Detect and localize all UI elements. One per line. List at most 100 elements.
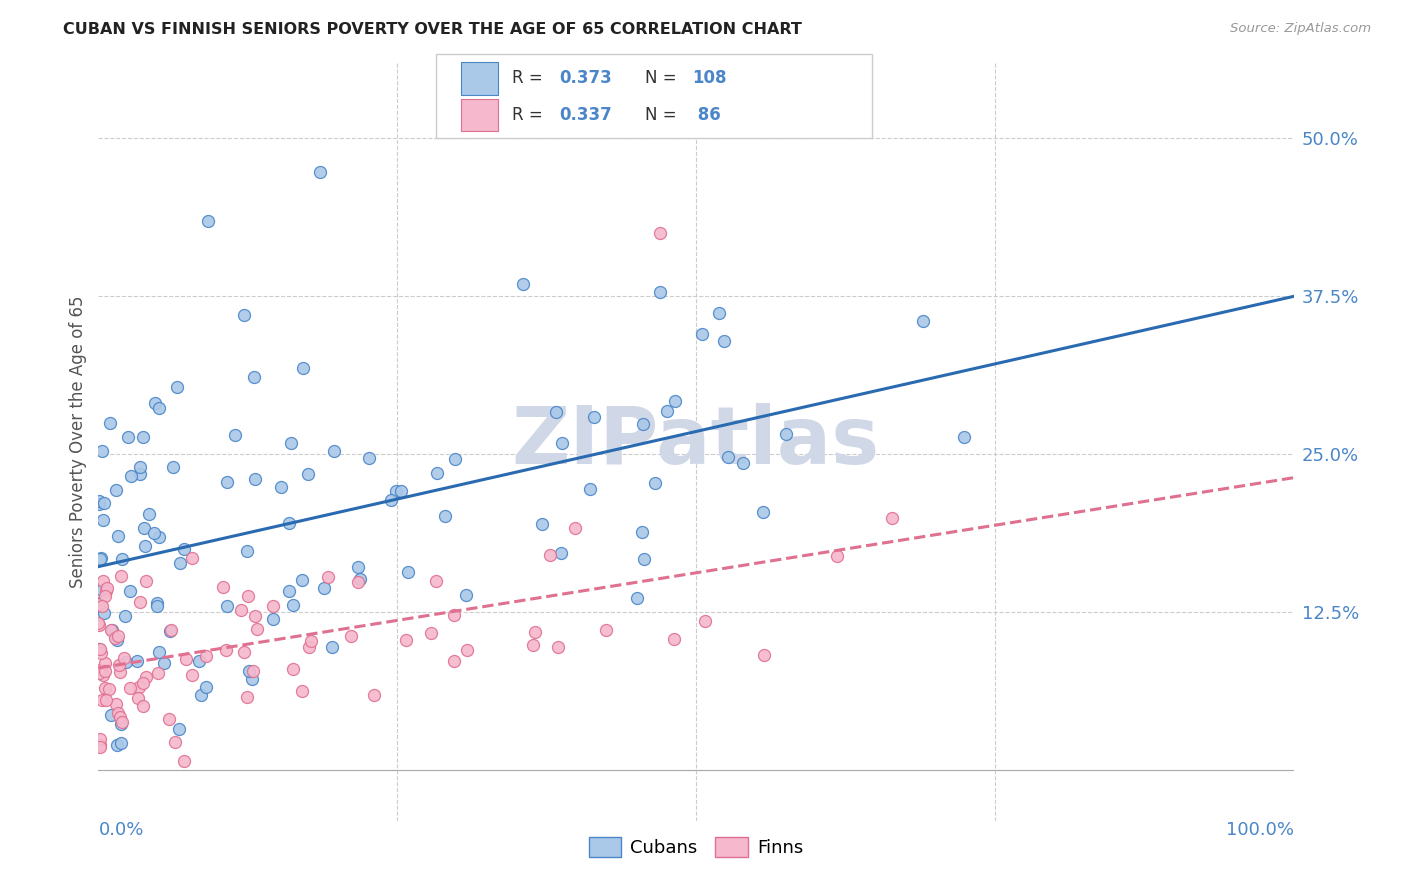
- Finns: [163, 735, 186, 749]
- Finns: [281, 662, 304, 676]
- Finns: [194, 649, 217, 664]
- Cubans: [582, 409, 605, 424]
- Cubans: [233, 309, 256, 323]
- Cubans: [115, 655, 138, 669]
- Cubans: [262, 612, 284, 626]
- Finns: [340, 629, 363, 643]
- Cubans: [270, 480, 292, 494]
- Finns: [89, 597, 111, 611]
- Finns: [89, 732, 111, 747]
- Cubans: [731, 456, 754, 470]
- Cubans: [114, 608, 136, 623]
- Finns: [538, 549, 561, 563]
- Cubans: [713, 334, 735, 348]
- Cubans: [308, 165, 330, 179]
- Cubans: [100, 708, 122, 723]
- Cubans: [297, 467, 319, 482]
- Cubans: [512, 277, 534, 291]
- Finns: [132, 676, 155, 690]
- Finns: [94, 590, 117, 604]
- Cubans: [278, 516, 301, 530]
- Cubans: [87, 641, 110, 656]
- Finns: [89, 666, 111, 681]
- Cubans: [87, 497, 110, 511]
- Finns: [236, 589, 259, 603]
- Finns: [100, 623, 122, 637]
- Finns: [135, 670, 157, 684]
- Text: N =: N =: [645, 70, 682, 87]
- Finns: [180, 668, 202, 682]
- Finns: [87, 615, 110, 630]
- Cubans: [91, 583, 114, 598]
- Cubans: [217, 599, 239, 614]
- Cubans: [89, 552, 111, 566]
- Finns: [105, 697, 128, 711]
- Text: 0.337: 0.337: [560, 106, 613, 124]
- Finns: [245, 608, 267, 623]
- Cubans: [238, 665, 260, 679]
- Cubans: [277, 583, 299, 598]
- Finns: [443, 654, 465, 668]
- Finns: [425, 574, 447, 588]
- Finns: [173, 754, 195, 768]
- Cubans: [648, 285, 672, 300]
- Cubans: [291, 573, 314, 587]
- Finns: [176, 652, 198, 666]
- Cubans: [349, 572, 371, 586]
- Cubans: [159, 624, 181, 638]
- Cubans: [173, 541, 195, 556]
- Text: 0.373: 0.373: [560, 70, 613, 87]
- Finns: [107, 629, 129, 643]
- Cubans: [633, 552, 655, 566]
- Cubans: [434, 509, 457, 524]
- Finns: [159, 623, 181, 637]
- Finns: [229, 602, 252, 616]
- Finns: [157, 712, 180, 726]
- Cubans: [775, 426, 797, 441]
- Cubans: [544, 405, 567, 419]
- Finns: [547, 640, 569, 654]
- Cubans: [127, 654, 149, 668]
- Cubans: [128, 459, 150, 474]
- Cubans: [105, 632, 128, 647]
- Finns: [246, 622, 269, 636]
- Cubans: [152, 656, 174, 670]
- Cubans: [167, 722, 190, 736]
- Finns: [299, 634, 322, 648]
- Cubans: [111, 551, 134, 566]
- Finns: [107, 706, 129, 721]
- Cubans: [690, 327, 713, 342]
- Cubans: [292, 360, 315, 375]
- Cubans: [380, 492, 402, 507]
- Finns: [110, 710, 132, 724]
- Finns: [128, 680, 150, 694]
- Legend: Cubans, Finns: Cubans, Finns: [582, 830, 810, 864]
- Cubans: [105, 738, 128, 752]
- Finns: [347, 574, 370, 589]
- Cubans: [321, 640, 343, 655]
- Finns: [212, 581, 235, 595]
- Cubans: [89, 493, 111, 508]
- Cubans: [280, 436, 302, 450]
- Finns: [108, 658, 131, 673]
- Cubans: [104, 483, 127, 497]
- Cubans: [166, 380, 188, 394]
- Finns: [127, 691, 149, 706]
- Cubans: [118, 583, 141, 598]
- Finns: [94, 656, 117, 670]
- Cubans: [240, 673, 263, 687]
- Cubans: [110, 717, 132, 731]
- Finns: [215, 643, 238, 657]
- Text: 108: 108: [692, 70, 727, 87]
- Finns: [129, 595, 152, 609]
- Cubans: [138, 508, 160, 522]
- Cubans: [550, 546, 572, 560]
- Cubans: [281, 598, 304, 612]
- Cubans: [134, 521, 156, 535]
- Cubans: [664, 394, 686, 409]
- Finns: [242, 664, 264, 678]
- Cubans: [148, 530, 170, 544]
- Finns: [93, 681, 115, 695]
- Finns: [96, 582, 118, 596]
- Finns: [522, 638, 544, 652]
